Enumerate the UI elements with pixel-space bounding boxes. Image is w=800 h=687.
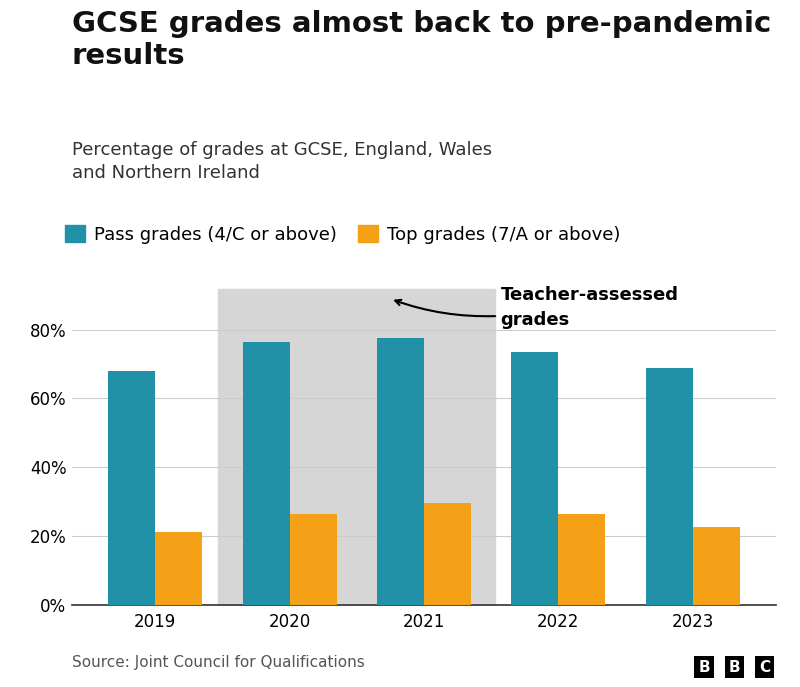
Text: Percentage of grades at GCSE, England, Wales
and Northern Ireland: Percentage of grades at GCSE, England, W… (72, 141, 492, 183)
Bar (511, 352, 558, 605)
Text: GCSE grades almost back to pre-pandemic
results: GCSE grades almost back to pre-pandemic … (72, 10, 771, 69)
Bar (558, 514, 606, 605)
Text: C: C (759, 660, 770, 675)
Text: B: B (698, 660, 710, 675)
Bar (377, 339, 424, 605)
Bar (646, 368, 693, 605)
Text: Source: Joint Council for Qualifications: Source: Joint Council for Qualifications (72, 655, 365, 670)
Bar (242, 341, 290, 605)
Text: B: B (729, 660, 740, 675)
Bar (693, 528, 740, 605)
Bar (424, 503, 471, 605)
Bar (155, 532, 202, 605)
Bar (108, 371, 155, 605)
Legend: Pass grades (4/C or above), Top grades (7/A or above): Pass grades (4/C or above), Top grades (… (65, 225, 621, 244)
Bar (290, 514, 337, 605)
Text: Teacher-assessed
grades: Teacher-assessed grades (501, 286, 678, 329)
